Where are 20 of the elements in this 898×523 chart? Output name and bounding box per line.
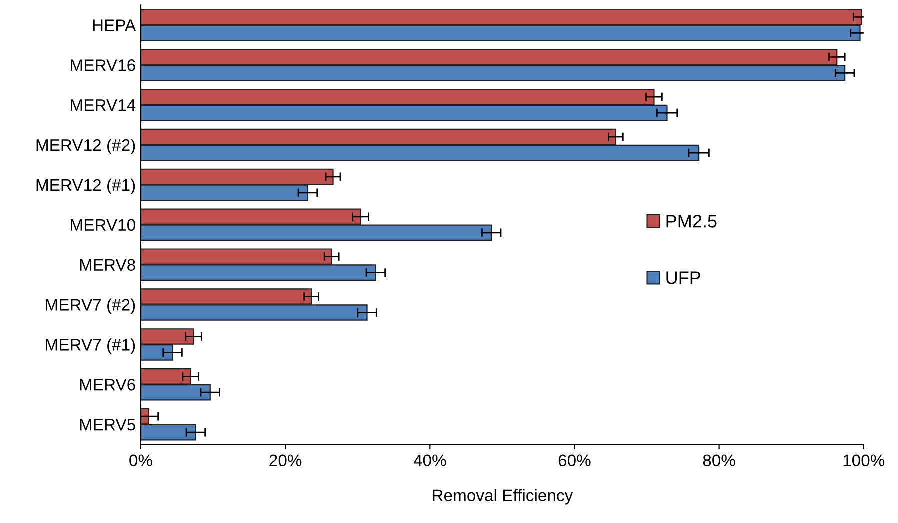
x-tick-label: 100% [844,454,885,467]
x-tick-label: 20% [270,454,302,467]
y-tick-label: MERV6 [80,379,136,391]
y-tick-label: MERV16 [71,60,136,72]
y-tick-label: MERV12 (#1) [36,178,136,194]
y-tick-label: MERV10 [71,219,136,232]
y-tick-label: MERV7 (#2) [46,298,136,314]
legend-label: PM2.5 [666,215,717,228]
y-tick-label: MERV12 (#2) [36,138,136,155]
x-axis-title: Removal Efficiency [433,489,574,505]
y-tick-label: MERV5 [80,419,136,431]
x-tick-label: 40% [414,454,446,467]
y-tick-label: MERV8 [80,259,136,272]
x-tick-label: 0% [130,454,152,467]
y-tick-label: HEPA [93,20,136,32]
x-tick-label: 60% [558,454,591,467]
y-tick-label: MERV7 (#1) [46,338,136,354]
x-tick-label: 80% [703,454,736,467]
y-tick-label: MERV14 [71,100,136,112]
legend-label: UFP [666,272,700,284]
